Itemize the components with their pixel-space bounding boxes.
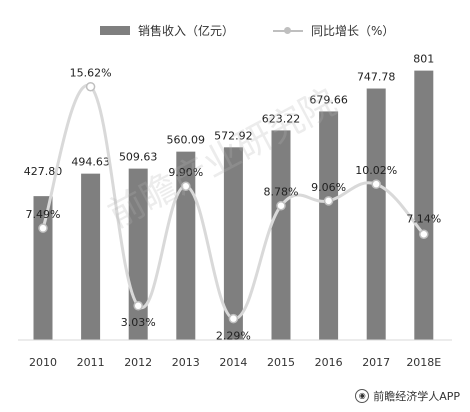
bar-2014	[223, 147, 243, 340]
line-label-2016: 9.06%	[311, 181, 346, 194]
legend-bar-label: 销售收入（亿元）	[138, 24, 235, 38]
line-label-2012: 3.03%	[121, 316, 156, 329]
line-point-2017	[371, 179, 381, 189]
bar-label-2015: 623.22	[262, 112, 301, 125]
line-label-2013: 9.90%	[168, 166, 203, 179]
line-point-2012	[133, 301, 143, 311]
x-tick-2016: 2016	[315, 356, 343, 369]
bar-2012	[128, 168, 148, 340]
line-point-2011	[85, 81, 96, 92]
line-label-2010: 7.49%	[26, 208, 61, 221]
credit: ◉ 前瞻经济学人APP	[355, 388, 460, 404]
x-tick-2017: 2017	[362, 356, 390, 369]
bar-2018E	[414, 70, 434, 340]
x-tick-2012: 2012	[124, 356, 152, 369]
credit-text: 前瞻经济学人APP	[373, 390, 460, 403]
legend-bar: 销售收入（亿元）	[100, 22, 234, 39]
line-point-2016	[323, 196, 334, 206]
bar-label-2013: 560.09	[167, 134, 206, 147]
line-point-2010	[38, 223, 48, 233]
line-point-2014	[228, 313, 239, 324]
bar-2016	[319, 111, 339, 340]
wechat-icon: ◉	[355, 389, 370, 403]
x-tick-2010: 2010	[29, 356, 57, 369]
bar-2013	[176, 151, 196, 340]
line-point-2018E	[419, 229, 429, 240]
bar-2010	[33, 196, 53, 340]
bar-label-2018E: 801	[413, 53, 434, 66]
line-point-2013	[181, 181, 191, 191]
bar-2017	[366, 88, 386, 341]
bar-label-2017: 747.78	[357, 71, 396, 84]
bar-label-2012: 509.63	[119, 151, 158, 164]
line-point-2015	[276, 200, 286, 211]
x-tick-2015: 2015	[267, 356, 295, 369]
bar-label-2016: 679.66	[309, 93, 348, 106]
line-label-2015: 8.78%	[264, 186, 299, 199]
line-label-2017: 10.02%	[355, 164, 397, 177]
growth-line	[41, 84, 425, 321]
x-tick-2018E: 2018E	[406, 356, 441, 369]
x-tick-2014: 2014	[219, 356, 247, 369]
line-label-2014: 2.29%	[216, 330, 251, 343]
bar-label-2011: 494.63	[71, 156, 110, 169]
x-tick-2013: 2013	[172, 356, 200, 369]
line-label-2011: 15.62%	[70, 67, 112, 80]
bar-label-2014: 572.92	[214, 129, 253, 142]
bar-2011	[81, 173, 101, 340]
bar-2015	[271, 130, 291, 340]
bar-label-2010: 427.80	[24, 165, 63, 178]
legend-line-label: 同比增长（%）	[311, 24, 395, 38]
legend-line: 同比增长（%）	[273, 22, 394, 39]
line-label-2018E: 7.14%	[406, 212, 441, 225]
x-tick-2011: 2011	[77, 356, 105, 369]
legend-line-swatch	[273, 26, 303, 34]
legend-bar-swatch	[100, 26, 130, 35]
